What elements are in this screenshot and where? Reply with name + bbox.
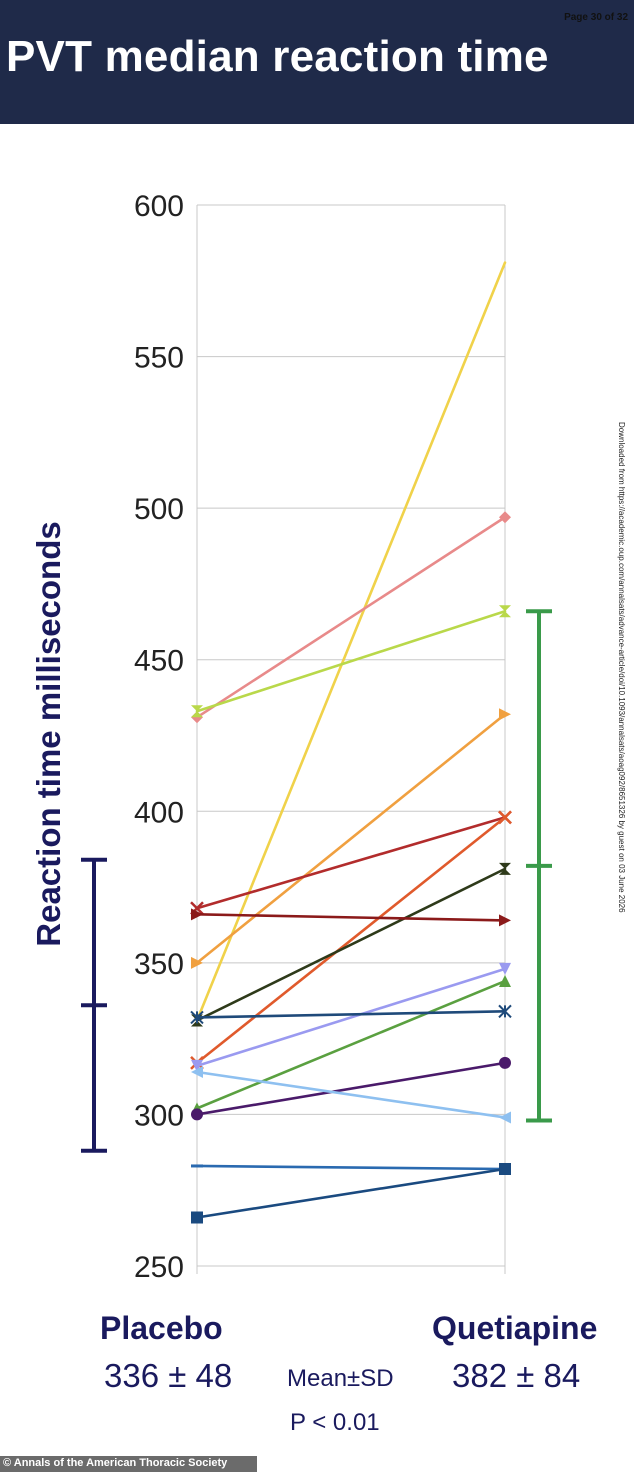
- error-bar-placebo: [81, 857, 107, 1153]
- title-banner: Page 30 of 32 PVT median reaction time: [0, 0, 634, 124]
- series-14: [191, 1164, 511, 1171]
- data-point: [499, 511, 511, 524]
- y-axis-label: Reaction time milliseconds: [30, 521, 67, 946]
- series-line: [195, 816, 507, 910]
- series-9: [191, 962, 511, 1072]
- series-line: [195, 913, 507, 922]
- series-2: [191, 511, 511, 724]
- y-tick-label: 300: [134, 1099, 184, 1132]
- y-tick-labels: 250 300 350 400 450 500 550 600: [134, 190, 184, 1284]
- mean-sd-legend: Mean±SD: [287, 1365, 394, 1392]
- series-4: [191, 708, 511, 969]
- data-point: [499, 1111, 511, 1124]
- data-point: [498, 1004, 512, 1019]
- series-line: [195, 979, 507, 1110]
- series-line: [195, 1070, 507, 1119]
- series-line: [195, 1164, 507, 1171]
- gridlines: [196, 204, 506, 1274]
- download-watermark: Downloaded from https://academic.oup.com…: [617, 422, 626, 913]
- series-line: [195, 609, 507, 713]
- footer-credit: © Annals of the American Thoracic Societ…: [3, 1457, 228, 1469]
- quetiapine-mean-sd: 382 ± 84: [452, 1357, 581, 1394]
- data-point: [499, 708, 511, 721]
- series-1: [195, 261, 507, 1022]
- series-line: [195, 1010, 507, 1019]
- slide-title: PVT median reaction time: [6, 32, 549, 81]
- data-point: [191, 1059, 203, 1072]
- series-line: [195, 515, 507, 719]
- data-point: [499, 862, 511, 875]
- y-tick-label: 350: [134, 948, 184, 981]
- series-line: [195, 967, 507, 1068]
- series-line: [195, 1061, 507, 1116]
- data-point: [499, 1056, 511, 1069]
- data-point: [498, 810, 512, 825]
- series-15: [191, 1162, 511, 1224]
- y-tick-label: 450: [134, 645, 184, 678]
- placebo-mean-sd: 336 ± 48: [104, 1357, 233, 1394]
- data-point: [191, 1065, 203, 1078]
- footer-credit-bar: © Annals of the American Thoracic Societ…: [0, 1456, 257, 1472]
- data-point: [191, 705, 203, 718]
- series-line: [195, 261, 507, 1022]
- series-3: [191, 605, 511, 718]
- data-point: [499, 962, 511, 975]
- series-7: [191, 862, 511, 1027]
- series-6: [190, 810, 512, 1070]
- data-point: [499, 1162, 511, 1175]
- x-label-quetiapine: Quetiapine: [432, 1310, 598, 1346]
- series-line: [195, 1167, 507, 1219]
- series-13: [191, 1065, 511, 1124]
- y-tick-label: 400: [134, 796, 184, 829]
- series-11: [190, 1004, 512, 1025]
- series-5: [190, 810, 512, 916]
- series-12: [191, 1056, 511, 1121]
- series-line: [195, 867, 507, 1022]
- error-bars: [81, 609, 552, 1153]
- data-point: [191, 1108, 203, 1121]
- data-point: [499, 975, 511, 988]
- data-point: [499, 914, 511, 927]
- page-indicator: Page 30 of 32: [564, 12, 628, 23]
- data-point: [191, 1211, 203, 1224]
- data-point: [191, 908, 203, 921]
- p-value: P < 0.01: [290, 1409, 380, 1436]
- error-bar-quetiapine: [526, 609, 552, 1123]
- series-line: [195, 816, 507, 1065]
- y-tick-label: 600: [134, 190, 184, 223]
- y-tick-label: 500: [134, 493, 184, 526]
- data-point: [191, 956, 203, 969]
- series-8: [191, 908, 511, 927]
- series-line: [195, 712, 507, 965]
- x-label-placebo: Placebo: [100, 1310, 223, 1346]
- data-point: [190, 1010, 204, 1025]
- y-tick-label: 550: [134, 342, 184, 375]
- data-point: [499, 605, 511, 618]
- y-tick-label: 250: [134, 1251, 184, 1284]
- series-lines: [190, 261, 512, 1224]
